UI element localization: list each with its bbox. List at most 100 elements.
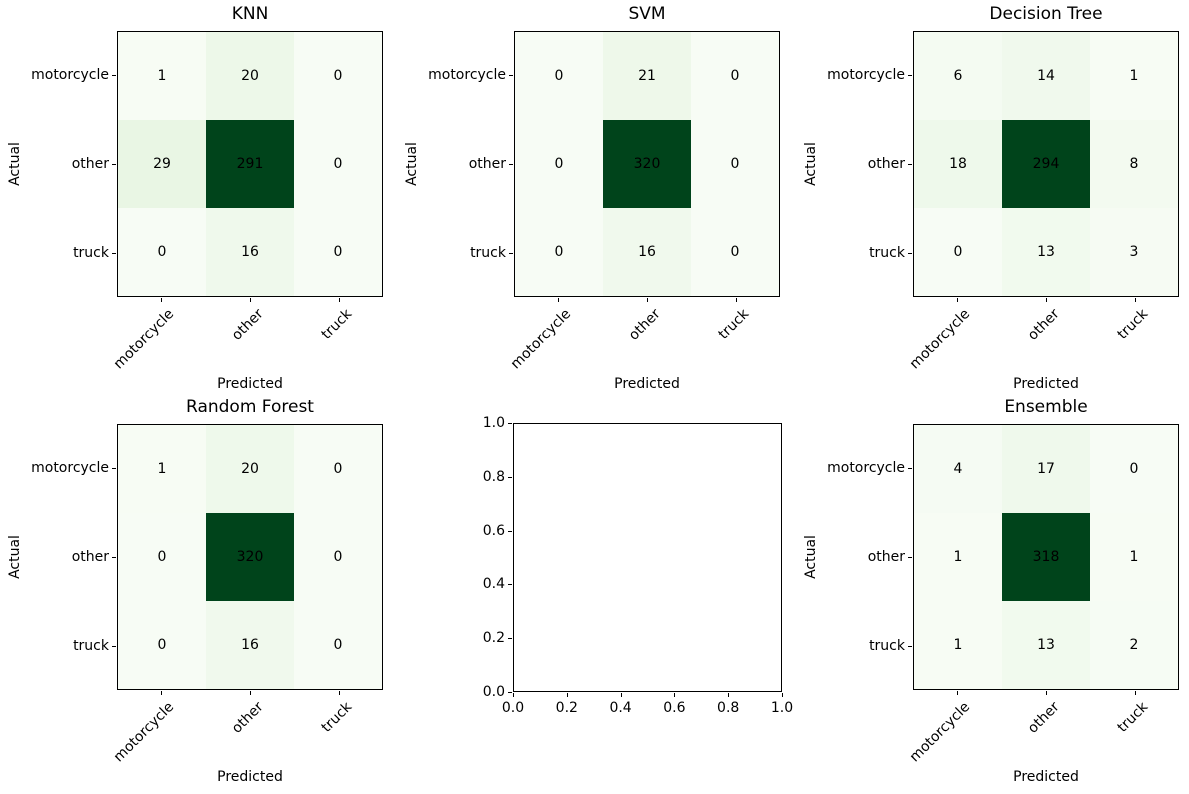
cell-value: 14 — [1037, 68, 1055, 84]
cell: 16 — [603, 208, 691, 296]
cell-value: 17 — [1037, 461, 1055, 477]
y-tick-label: truck — [869, 637, 905, 654]
cell-value: 0 — [554, 68, 564, 84]
x-tick-label: truck — [1114, 699, 1151, 736]
cell-value: 1 — [953, 637, 963, 653]
y-tick-mark — [112, 468, 116, 470]
x-tick-label: 1.0 — [770, 700, 794, 716]
x-tick-label: motorcycle — [907, 306, 974, 373]
y-tick-label: truck — [470, 244, 506, 261]
y-tick-label: 0.0 — [482, 684, 505, 700]
cell: 0 — [294, 601, 382, 689]
cell: 4 — [914, 425, 1002, 513]
cell: 0 — [294, 208, 382, 296]
y-tick-label: 0.6 — [482, 522, 505, 539]
cell-value: 1 — [157, 68, 167, 84]
y-tick-mark — [908, 75, 912, 77]
cell-value: 20 — [241, 68, 259, 84]
cell-value: 0 — [157, 637, 167, 653]
cell: 1 — [118, 425, 206, 513]
cell: 1 — [914, 513, 1002, 601]
x-tick-mark — [735, 298, 737, 302]
x-tick-mark — [1134, 691, 1136, 695]
cell-value: 0 — [333, 156, 343, 172]
cell: 16 — [206, 601, 294, 689]
confusion-matrix-axes: 1 20 0 0 320 0 0 16 0 — [117, 424, 383, 690]
cell: 291 — [206, 120, 294, 208]
y-tick-label: motorcycle — [428, 67, 506, 84]
cell-value: 318 — [1032, 549, 1060, 565]
cell: 2 — [1090, 601, 1178, 689]
cell-value: 1 — [1129, 68, 1139, 84]
y-axis-label: Actual — [7, 142, 23, 186]
y-tick-label: motorcycle — [31, 460, 109, 477]
cell: 318 — [1002, 513, 1090, 601]
cell: 0 — [294, 32, 382, 120]
x-tick-label: other — [1024, 699, 1063, 737]
y-tick-label: truck — [73, 637, 109, 654]
y-tick-label: truck — [73, 244, 109, 261]
cell-value: 0 — [157, 549, 167, 565]
x-tick-label: truck — [318, 306, 355, 343]
x-tick-mark — [513, 693, 514, 697]
x-tick-mark — [1046, 691, 1047, 695]
y-axis-label: Actual — [7, 535, 23, 579]
cell: 1 — [1090, 32, 1178, 120]
cell-value: 21 — [638, 68, 656, 84]
x-tick-mark — [674, 693, 676, 697]
y-tick-label: other — [71, 549, 109, 565]
cell-value: 0 — [333, 68, 343, 84]
y-tick-label: motorcycle — [827, 67, 905, 84]
cell: 0 — [691, 32, 779, 120]
y-tick-mark — [908, 468, 912, 470]
cell-value: 320 — [236, 549, 264, 565]
y-tick-label: 0.2 — [482, 630, 505, 647]
cell: 0 — [118, 208, 206, 296]
cell: 320 — [603, 120, 691, 208]
cell: 20 — [206, 425, 294, 513]
cell: 0 — [294, 120, 382, 208]
cell-value: 0 — [333, 244, 343, 260]
x-tick-mark — [250, 691, 251, 695]
x-axis-label: Predicted — [217, 769, 283, 785]
y-axis-label: Actual — [803, 535, 819, 579]
plot-title: Random Forest — [186, 397, 314, 417]
x-tick-mark — [647, 298, 648, 302]
cell-value: 4 — [953, 461, 963, 477]
cell: 0 — [294, 425, 382, 513]
x-tick-mark — [558, 298, 560, 302]
cell: 3 — [1090, 208, 1178, 296]
y-tick-mark — [509, 164, 513, 165]
x-tick-label: 0.4 — [609, 700, 632, 716]
cell-value: 3 — [1129, 244, 1139, 260]
x-axis-label: Predicted — [1013, 376, 1079, 392]
x-tick-mark — [338, 298, 340, 302]
x-tick-label: other — [228, 699, 267, 737]
y-tick-mark — [508, 423, 512, 424]
cell: 0 — [914, 208, 1002, 296]
cell: 20 — [206, 32, 294, 120]
cell-value: 1 — [157, 461, 167, 477]
plot-title: SVM — [628, 4, 666, 24]
x-tick-label: motorcycle — [111, 699, 178, 766]
x-tick-label: 0.6 — [663, 700, 686, 716]
cell: 1 — [118, 32, 206, 120]
x-tick-label: 0.0 — [501, 700, 525, 716]
cell-value: 20 — [241, 461, 259, 477]
confusion-matrix-axes: 6 14 1 18 294 8 0 13 3 — [913, 31, 1179, 297]
cell: 8 — [1090, 120, 1178, 208]
x-tick-label: motorcycle — [111, 306, 178, 373]
cell-value: 0 — [333, 637, 343, 653]
y-tick-mark — [112, 75, 116, 77]
cell: 16 — [206, 208, 294, 296]
cell-value: 13 — [1037, 244, 1055, 260]
cell: 0 — [515, 32, 603, 120]
x-tick-mark — [161, 691, 163, 695]
cell: 0 — [294, 513, 382, 601]
cell: 13 — [1002, 601, 1090, 689]
cell-value: 0 — [1129, 461, 1139, 477]
cell-value: 0 — [333, 461, 343, 477]
cell-value: 0 — [554, 156, 564, 172]
cell-value: 320 — [633, 156, 661, 172]
cell-value: 0 — [730, 244, 740, 260]
